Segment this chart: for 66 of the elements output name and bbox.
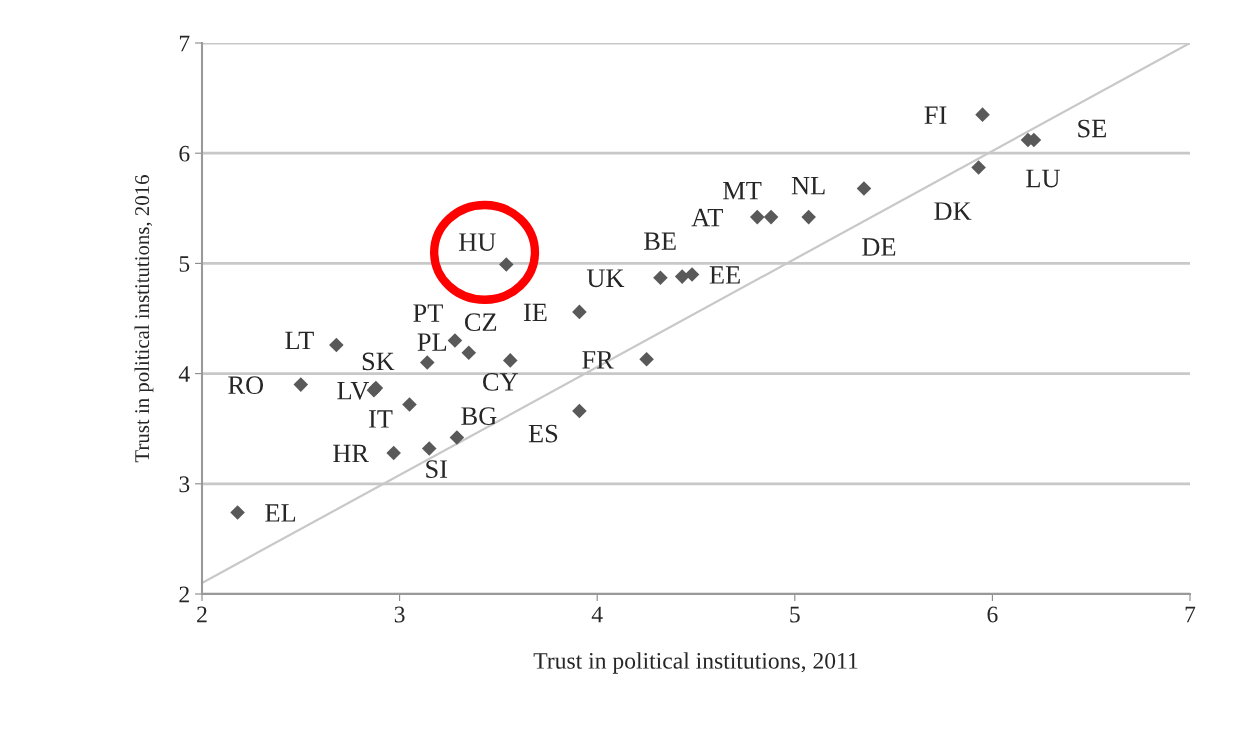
annotation: PT	[413, 304, 443, 322]
annotation: LT	[285, 331, 314, 350]
point	[230, 505, 245, 520]
x-tick-label: 3	[394, 606, 405, 623]
y-tick-label: 4	[178, 366, 190, 382]
x-tick-label: 5	[790, 606, 800, 623]
annotation: LV	[337, 382, 369, 400]
annotation: UK	[586, 269, 625, 288]
point	[419, 355, 435, 370]
annotation: SK	[362, 352, 395, 371]
annotation: IE	[523, 303, 547, 322]
point	[499, 257, 514, 272]
point	[461, 345, 477, 360]
y-tick-label: 5	[179, 256, 190, 272]
point	[856, 181, 872, 196]
point	[572, 403, 587, 419]
annotation: DE	[862, 238, 896, 256]
annotation: SI	[426, 460, 448, 478]
y-axis-title: Trust in political institutions, 2016	[134, 175, 154, 463]
point	[684, 267, 700, 282]
annotation: HU	[459, 233, 496, 251]
point	[971, 160, 986, 175]
point	[639, 351, 654, 367]
annotation: CZ	[464, 313, 497, 332]
point	[447, 333, 463, 348]
annotation: EE	[709, 266, 740, 284]
annotation: IT	[368, 410, 393, 428]
point	[674, 269, 690, 284]
point	[572, 304, 587, 320]
annotation: ES	[528, 424, 558, 443]
point	[975, 107, 990, 122]
point	[421, 441, 437, 456]
point	[749, 209, 765, 225]
annotation: DK	[934, 202, 972, 220]
point	[329, 337, 344, 353]
annotation: EL	[265, 504, 296, 522]
y-tick-label: 6	[179, 145, 190, 162]
annotation: LU	[1026, 169, 1060, 188]
x-tick-label: 4	[591, 606, 603, 623]
x-tick-label: 6	[987, 606, 998, 623]
y-tick-label: 3	[179, 476, 190, 493]
annotation: PL	[417, 333, 447, 351]
annotation: NL	[791, 176, 825, 195]
annotation: RO	[228, 376, 264, 395]
annotation: BG	[461, 407, 497, 425]
point	[386, 445, 401, 461]
y-tick-label: 7	[179, 35, 190, 52]
annotation: AT	[691, 208, 723, 227]
point	[293, 377, 309, 392]
point	[763, 209, 779, 225]
annotation: FI	[924, 106, 947, 124]
point	[449, 430, 465, 445]
x-axis-title: Trust in political institutions, 2011	[533, 652, 858, 674]
annotation: MT	[723, 181, 762, 200]
annotation: FR	[582, 351, 614, 369]
point	[653, 270, 668, 286]
point	[402, 397, 417, 412]
annotation: BE	[644, 232, 676, 250]
x-tick-label: 2	[197, 606, 207, 623]
annotation: CY	[483, 373, 518, 391]
point	[801, 209, 816, 225]
annotation: HR	[333, 444, 369, 463]
y-tick-label: 2	[179, 586, 189, 603]
annotation: SE	[1078, 119, 1106, 138]
x-tick-label: 7	[1185, 606, 1196, 623]
point	[502, 353, 518, 368]
